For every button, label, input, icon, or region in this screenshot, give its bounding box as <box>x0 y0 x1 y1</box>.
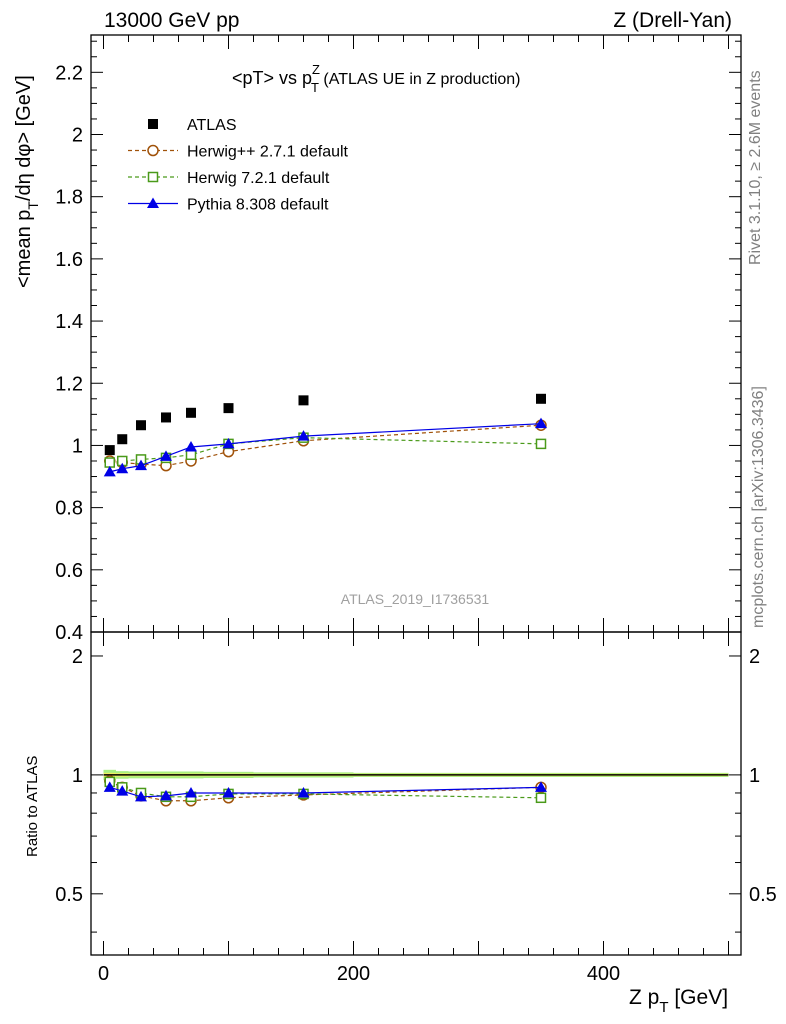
main-y-axis-label-part1: <mean p <box>13 210 35 288</box>
main-point-pythia-8-308-default <box>160 450 172 461</box>
ratio-point-pythia-8-308-default <box>116 785 129 796</box>
legend-label: Herwig++ 2.7.1 default <box>187 144 349 161</box>
main-panel: 0.4 0.6 0.8 1 1.2 1.4 1.6 1.8 2 2.2 <box>55 34 742 644</box>
legend-label: Herwig 7.2.1 default <box>187 170 330 187</box>
mcplots-label: mcplots.cern.ch [arXiv:1306.3436] <box>750 386 767 628</box>
legend-marker <box>147 144 159 157</box>
plot-title-sub: T <box>311 80 319 95</box>
main-point-herwig-7-2-1-default <box>185 449 197 461</box>
legend-label: ATLAS <box>187 117 237 134</box>
ratio-line-pythia-8-308-default <box>109 786 542 798</box>
header-right: Z (Drell-Yan) <box>613 9 732 32</box>
main-point-pythia-8-308-default <box>103 465 116 477</box>
ratio-panel: 0.5 0.5 1 1 2 2 0 200 400 <box>55 631 777 985</box>
main-point-atlas <box>186 407 196 418</box>
main-y-tick-label: 1.6 <box>55 249 83 271</box>
main-point-atlas <box>223 403 234 414</box>
main-y-tick-label: 1 <box>72 435 83 457</box>
main-point-atlas <box>298 395 309 406</box>
main-y-axis-label-sub: T <box>25 201 41 210</box>
x-tick-label: 400 <box>587 963 620 985</box>
main-y-axis-label: <mean pT/dη dφ> [GeV] <box>13 75 41 288</box>
main-y-axis-label-part2: /dη dφ> [GeV] <box>13 75 35 201</box>
legend-label: Pythia 8.308 default <box>187 197 329 214</box>
main-y-tick-label: 0.8 <box>55 498 83 520</box>
ratio-point-herwig-7-2-1-default <box>535 792 547 804</box>
main-point-atlas <box>161 412 171 423</box>
main-point-atlas <box>117 434 128 445</box>
ratio-line-herwig-2-7-1-default <box>109 780 542 802</box>
x-axis-label-part2: [GeV] <box>669 986 729 1009</box>
main-point-atlas <box>536 393 546 404</box>
main-point-herwig-7-2-1-default <box>535 438 547 450</box>
plot-title-main: <pT> vs p <box>232 68 312 88</box>
x-axis-label-sub: T <box>659 999 668 1016</box>
main-point-pythia-8-308-default <box>535 417 547 429</box>
plot-title-sup: Z <box>312 62 320 77</box>
legend-marker <box>148 119 158 129</box>
main-y-tick-label: 2 <box>72 125 83 147</box>
main-point-herwig-7-2-1-default <box>104 457 115 468</box>
ratio-panel-frame <box>90 631 742 956</box>
main-y-tick-label: 1.2 <box>55 373 83 395</box>
main-point-pythia-8-308-default <box>297 430 310 441</box>
ratio-y-tick-label-right: 2 <box>749 646 760 668</box>
ratio-y-tick-label: 0.5 <box>55 884 83 906</box>
ratio-y-tick-label: 2 <box>72 646 83 668</box>
x-axis-label: Z pT [GeV] <box>629 986 728 1016</box>
main-line-herwig-7-2-1-default <box>109 437 542 464</box>
analysis-watermark: ATLAS_2019_I1736531 <box>341 591 490 607</box>
main-point-pythia-8-308-default <box>222 437 235 449</box>
x-tick-label: 0 <box>98 963 109 985</box>
x-axis-label-part1: Z p <box>629 986 659 1009</box>
plot-title-suffix: (ATLAS UE in Z production) <box>319 71 521 88</box>
ratio-point-pythia-8-308-default <box>535 781 547 792</box>
main-point-atlas <box>136 420 146 431</box>
main-line-herwig-2-7-1-default <box>109 424 542 467</box>
main-point-pythia-8-308-default <box>116 462 129 474</box>
ratio-y-tick-label-right: 0.5 <box>749 884 777 906</box>
plot-title: <pT> vs pZ T (ATLAS UE in Z production) <box>232 62 521 95</box>
main-point-pythia-8-308-default <box>135 459 147 471</box>
ratio-point-pythia-8-308-default <box>160 789 172 801</box>
main-y-tick-label: 1.4 <box>55 311 83 333</box>
main-point-atlas <box>104 445 115 456</box>
main-y-tick-label: 0.4 <box>55 622 83 644</box>
main-y-tick-label: 2.2 <box>55 62 83 84</box>
header-left: 13000 GeV pp <box>104 9 239 32</box>
ratio-y-tick-label-right: 1 <box>749 765 760 787</box>
ratio-point-pythia-8-308-default <box>103 781 116 792</box>
legend-marker <box>147 197 159 208</box>
ratio-y-axis-label: Ratio to ATLAS <box>24 756 41 857</box>
main-y-tick-label: 0.6 <box>55 560 83 582</box>
rivet-version-label: Rivet 3.1.10, ≥ 2.6M events <box>747 70 764 265</box>
x-tick-label: 200 <box>337 963 370 985</box>
ratio-point-pythia-8-308-default <box>297 786 310 798</box>
legend: ATLAS Herwig++ 2.7.1 default Herwig 7.2.1 … <box>128 117 349 214</box>
main-point-pythia-8-308-default <box>185 440 197 452</box>
ratio-point-pythia-8-308-default <box>185 786 197 798</box>
ratio-point-pythia-8-308-default <box>135 790 147 802</box>
main-y-tick-label: 1.8 <box>55 187 83 209</box>
ratio-point-pythia-8-308-default <box>222 786 235 798</box>
ratio-y-tick-label: 1 <box>72 765 83 787</box>
legend-marker <box>147 171 159 183</box>
